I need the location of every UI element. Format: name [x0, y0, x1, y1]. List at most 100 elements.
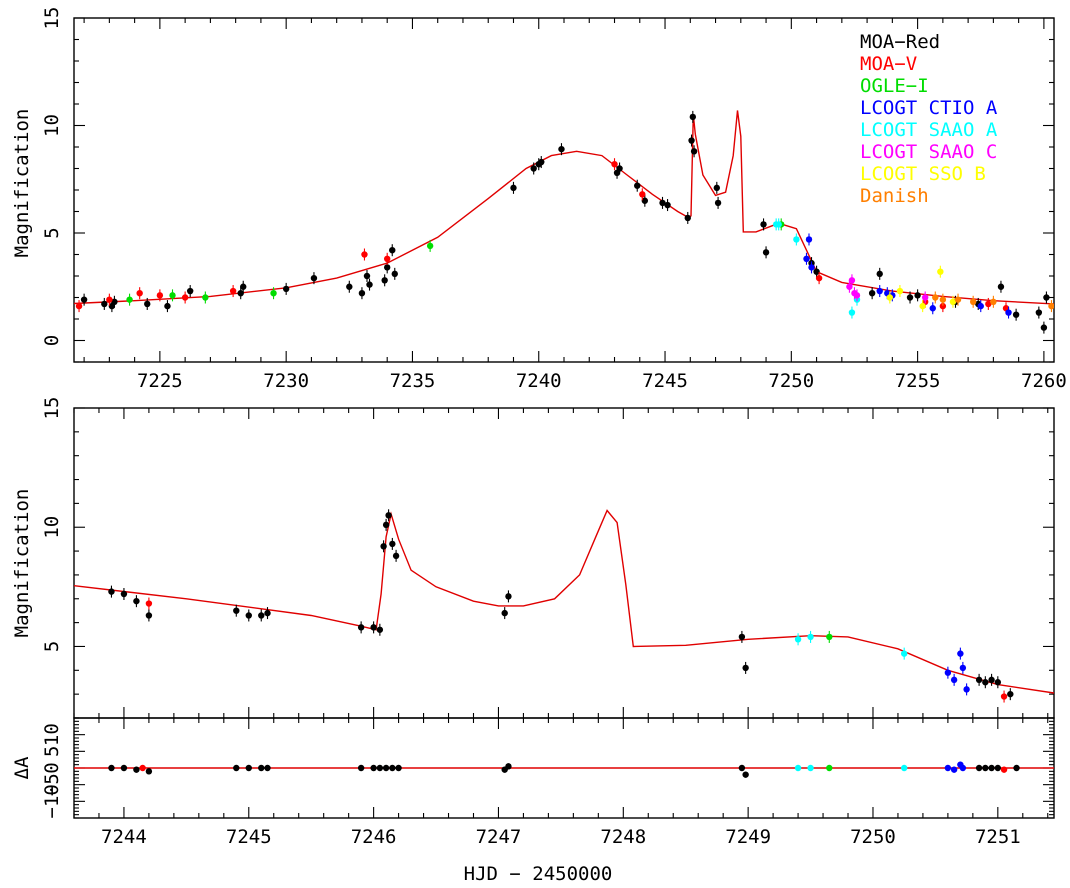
- y-axis-label-middle: Magnification: [11, 489, 33, 638]
- data-point-moa-red: [762, 249, 770, 256]
- data-point-moa-red: [80, 296, 88, 303]
- data-point-lcogt-saao-a: [807, 764, 814, 772]
- x-tick-label: 7260: [1021, 370, 1067, 392]
- data-point-moa-red: [245, 612, 252, 619]
- data-point-moa-red: [1035, 309, 1043, 316]
- data-point-moa-red: [684, 214, 691, 222]
- legend-entry: OGLE−I: [860, 75, 929, 97]
- data-point-moa-red: [641, 197, 649, 204]
- data-point-moa-red: [395, 764, 402, 772]
- data-point-lcogt-ctio-a: [963, 686, 970, 693]
- data-point-moa-red: [133, 597, 140, 605]
- data-point-lcogt-sso-b: [886, 294, 894, 301]
- x-tick-label: 7249: [725, 826, 771, 848]
- x-tick-label: 7250: [850, 826, 896, 848]
- data-point-lcogt-ctio-a: [950, 676, 958, 684]
- data-point-moa-red: [133, 766, 140, 773]
- data-point-lcogt-ctio-a: [803, 255, 810, 262]
- data-point-lcogt-saao-a: [900, 650, 908, 657]
- data-point-moa-red: [264, 609, 271, 617]
- data-point-lcogt-saao-a: [807, 633, 814, 641]
- y-axis-label-top: Magnification: [11, 109, 33, 258]
- data-point-lcogt-ctio-a: [808, 264, 815, 271]
- data-point-moa-v: [611, 161, 618, 168]
- data-point-lcogt-sso-b: [896, 287, 904, 295]
- data-point-moa-v: [145, 600, 153, 607]
- data-point-moa-red: [120, 764, 128, 772]
- data-point-moa-red: [389, 764, 396, 772]
- data-point-moa-red: [376, 626, 384, 633]
- data-point-moa-red: [186, 287, 194, 295]
- data-point-lcogt-saao-c: [846, 283, 853, 290]
- data-point-moa-red: [145, 612, 153, 619]
- data-point-moa-red: [1040, 324, 1048, 331]
- plot-frame: [73, 407, 1055, 719]
- data-point-moa-red: [245, 764, 252, 772]
- data-point-moa-v: [106, 296, 113, 303]
- data-point-lcogt-sso-b: [949, 298, 957, 305]
- legend-entry: LCOGT SAAO A: [860, 119, 998, 141]
- data-point-lcogt-ctio-a: [944, 764, 952, 772]
- data-point-moa-red: [975, 764, 983, 772]
- data-point-moa-red: [688, 137, 695, 144]
- data-point-moa-v: [361, 251, 368, 258]
- data-point-moa-red: [906, 294, 914, 301]
- data-point-lcogt-saao-c: [848, 277, 856, 284]
- data-point-lcogt-sso-b: [937, 268, 944, 275]
- data-point-moa-v: [639, 191, 646, 198]
- x-tick-label: 7250: [768, 370, 814, 392]
- data-point-lcogt-ctio-a: [1005, 309, 1012, 316]
- y-axis-label-residuals: ΔA: [11, 756, 33, 779]
- data-point-moa-v: [985, 300, 992, 308]
- data-point-moa-v: [229, 287, 237, 295]
- data-point-lcogt-ctio-a: [929, 305, 936, 312]
- full-light-curve-panel: 7225 7230 7235 7240 7245 7250 7255 7260 0 5 10 15: [41, 7, 1067, 392]
- data-point-moa-red: [868, 290, 876, 297]
- data-point-danish: [990, 298, 997, 305]
- data-point-moa-red: [1007, 690, 1014, 698]
- legend-entry: MOA−V: [860, 53, 917, 75]
- data-point-moa-red: [690, 148, 698, 155]
- data-point-moa-red: [634, 182, 641, 189]
- data-point-moa-red: [382, 764, 390, 772]
- data-point-moa-red: [982, 679, 989, 686]
- data-point-moa-red: [385, 512, 392, 519]
- data-point-moa-v: [383, 255, 391, 262]
- data-point-moa-red: [240, 283, 247, 290]
- data-point-moa-red: [742, 771, 749, 778]
- y-tick-label: 10: [41, 516, 63, 539]
- data-point-lcogt-ctio-a: [950, 766, 958, 773]
- legend-entry: LCOGT SSO B: [860, 163, 986, 185]
- data-point-moa-red: [108, 588, 115, 595]
- data-point-moa-red: [1043, 294, 1050, 301]
- data-point-moa-red: [389, 247, 396, 254]
- data-point-moa-red: [392, 552, 400, 560]
- data-point-lcogt-ctio-a: [944, 669, 952, 676]
- data-point-moa-red: [370, 764, 377, 772]
- data-point-lcogt-saao-a: [794, 636, 802, 643]
- data-point-moa-red: [258, 764, 265, 772]
- data-point-lcogt-ctio-a: [977, 302, 984, 310]
- data-point-moa-red: [659, 199, 666, 207]
- data-point-lcogt-ctio-a: [805, 236, 813, 243]
- data-point-moa-red: [120, 590, 128, 598]
- legend-entry: Danish: [860, 185, 929, 207]
- data-point-moa-red: [997, 283, 1005, 290]
- plot-data: [74, 110, 1054, 334]
- data-point-danish: [939, 296, 947, 303]
- data-point-moa-red: [538, 158, 545, 166]
- data-point-ogle-i: [826, 633, 833, 641]
- data-point-moa-red: [380, 543, 387, 550]
- data-point-moa-red: [391, 270, 398, 278]
- y-tick-label: 15: [41, 397, 63, 420]
- x-tick-label: 7248: [600, 826, 646, 848]
- data-point-moa-v: [181, 294, 189, 301]
- data-point-moa-red: [530, 165, 537, 172]
- y-tick-label: 0: [41, 335, 63, 346]
- y-tick-label: 10: [41, 114, 63, 137]
- x-tick-label: 7230: [263, 370, 309, 392]
- data-point-danish: [969, 298, 977, 305]
- data-point-moa-v: [1000, 766, 1008, 773]
